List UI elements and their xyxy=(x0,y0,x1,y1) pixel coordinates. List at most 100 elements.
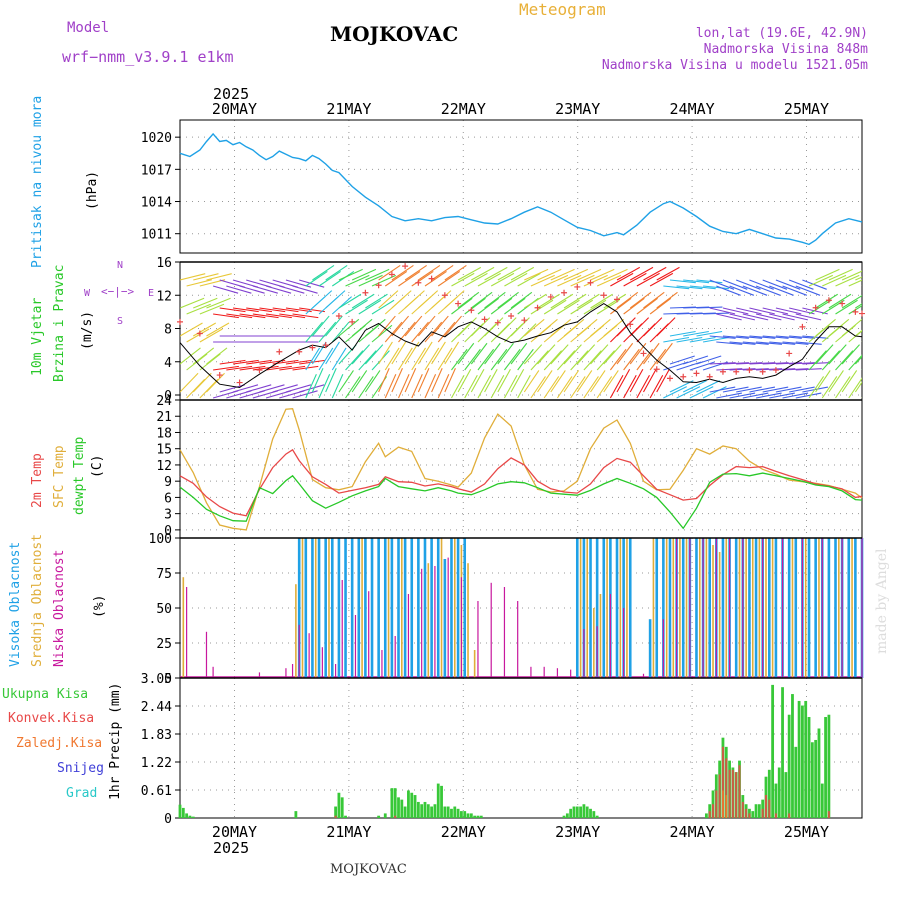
cloud-high-bar xyxy=(734,538,738,678)
wind-barb xyxy=(742,285,768,296)
cloud-low-bar xyxy=(341,580,343,678)
wind-barb xyxy=(848,377,862,399)
wind-barb xyxy=(716,392,742,399)
wind-barb xyxy=(351,370,368,393)
wind-barb xyxy=(556,376,573,399)
wind-barb xyxy=(431,368,443,393)
cloud-low-bar xyxy=(821,538,823,678)
wind-barb xyxy=(477,374,492,399)
wind-barb xyxy=(451,348,468,371)
wind-barb xyxy=(325,315,343,337)
precip-total-bar xyxy=(460,811,463,818)
wind-barb xyxy=(828,318,850,337)
y-tick-label: 3 xyxy=(164,508,172,523)
wind-gust-marker xyxy=(680,373,687,380)
cloud-high-bar xyxy=(383,538,387,678)
wind-barb xyxy=(292,365,319,371)
cloud-low-bar xyxy=(801,538,804,678)
wind-barb xyxy=(318,271,341,287)
y-tick-label: 50 xyxy=(156,602,172,617)
wind-barb xyxy=(656,317,676,337)
wind-barb xyxy=(530,350,549,371)
wind-barb xyxy=(199,303,225,315)
wind-barb xyxy=(703,312,730,315)
wind-barb xyxy=(755,392,782,399)
compass-n: N xyxy=(117,260,124,271)
wind-barb xyxy=(590,344,609,365)
cloud-mid-bar xyxy=(765,538,767,678)
cloud-high-bar xyxy=(337,538,341,678)
precip-conv-bar xyxy=(712,804,715,818)
wind-barb xyxy=(272,384,298,393)
wind-barb xyxy=(623,297,645,315)
wind-barb xyxy=(709,386,736,393)
wind-barb xyxy=(384,347,400,371)
wind-barb xyxy=(563,318,585,337)
precip-total-bar xyxy=(181,807,185,818)
wind-barb xyxy=(365,293,388,309)
wind-barb xyxy=(808,299,832,315)
wind-barb xyxy=(417,368,430,393)
wind-barb xyxy=(656,266,680,281)
precip-total-bar xyxy=(383,813,387,818)
wind-barb xyxy=(292,285,318,294)
wind-barb xyxy=(358,274,383,287)
wind-barb xyxy=(742,341,769,345)
wind-barb xyxy=(338,268,363,281)
wind-barb xyxy=(484,368,498,393)
wind-barb xyxy=(299,384,325,393)
year-bottom: 2025 xyxy=(213,839,250,857)
precip-total-bar xyxy=(476,815,480,818)
wind-barb xyxy=(517,272,541,287)
cloud-mid-bar xyxy=(440,538,443,678)
cloud-low-bar xyxy=(212,666,214,678)
cloud-high-bar xyxy=(463,538,467,678)
wind-barb xyxy=(312,315,330,337)
wind-barb xyxy=(848,279,862,287)
wind-barb xyxy=(557,274,582,287)
y-tick-label: 75 xyxy=(156,567,172,582)
wind-barb xyxy=(378,315,396,337)
y-tick-label: 0 xyxy=(164,672,172,687)
x-tick-label-bottom: 25MAY xyxy=(784,823,829,841)
y-tick-label: 0 xyxy=(164,389,172,404)
wind-barb xyxy=(663,336,690,343)
y-tick-label: 15 xyxy=(156,443,172,458)
precip-total-bar xyxy=(810,742,814,818)
precip-total-bar xyxy=(797,700,801,818)
wind-barb xyxy=(735,279,761,290)
wind-barb xyxy=(279,313,306,319)
precip-conv-bar xyxy=(745,808,748,818)
precip-total-bar xyxy=(592,811,596,818)
wind-barb xyxy=(292,313,319,319)
cloud-high-bar xyxy=(827,538,831,678)
wind-barb xyxy=(299,359,326,365)
cloud-low-bar xyxy=(381,650,383,678)
precip-total-bar xyxy=(410,792,414,818)
wind-barb xyxy=(762,335,789,339)
wind-barb xyxy=(477,272,501,287)
wind-barb xyxy=(656,291,678,309)
wind-barb xyxy=(213,365,239,371)
precip-total-bar xyxy=(807,717,811,818)
wind-barb xyxy=(226,313,253,319)
wind-barb xyxy=(861,369,862,370)
wind-barb xyxy=(530,376,546,399)
station-title: MOJKOVAC xyxy=(330,22,459,46)
wind-barb xyxy=(736,362,763,365)
wind-barb xyxy=(299,279,325,288)
wind-barb xyxy=(232,307,259,313)
x-tick-label-top: 21MAY xyxy=(326,100,371,118)
cloud-low-bar xyxy=(781,538,784,678)
wind-barb xyxy=(590,370,606,393)
wind-barb xyxy=(716,368,743,371)
wind-barb xyxy=(331,296,352,315)
precip-conv-bar xyxy=(788,813,791,818)
wind-barb xyxy=(477,297,500,315)
wind-barb xyxy=(722,307,749,315)
wind-barb xyxy=(517,348,534,371)
wind-barb xyxy=(828,293,852,309)
wind-barb xyxy=(186,378,206,399)
wind-barb xyxy=(821,350,841,371)
wind-gust-marker xyxy=(534,304,541,311)
